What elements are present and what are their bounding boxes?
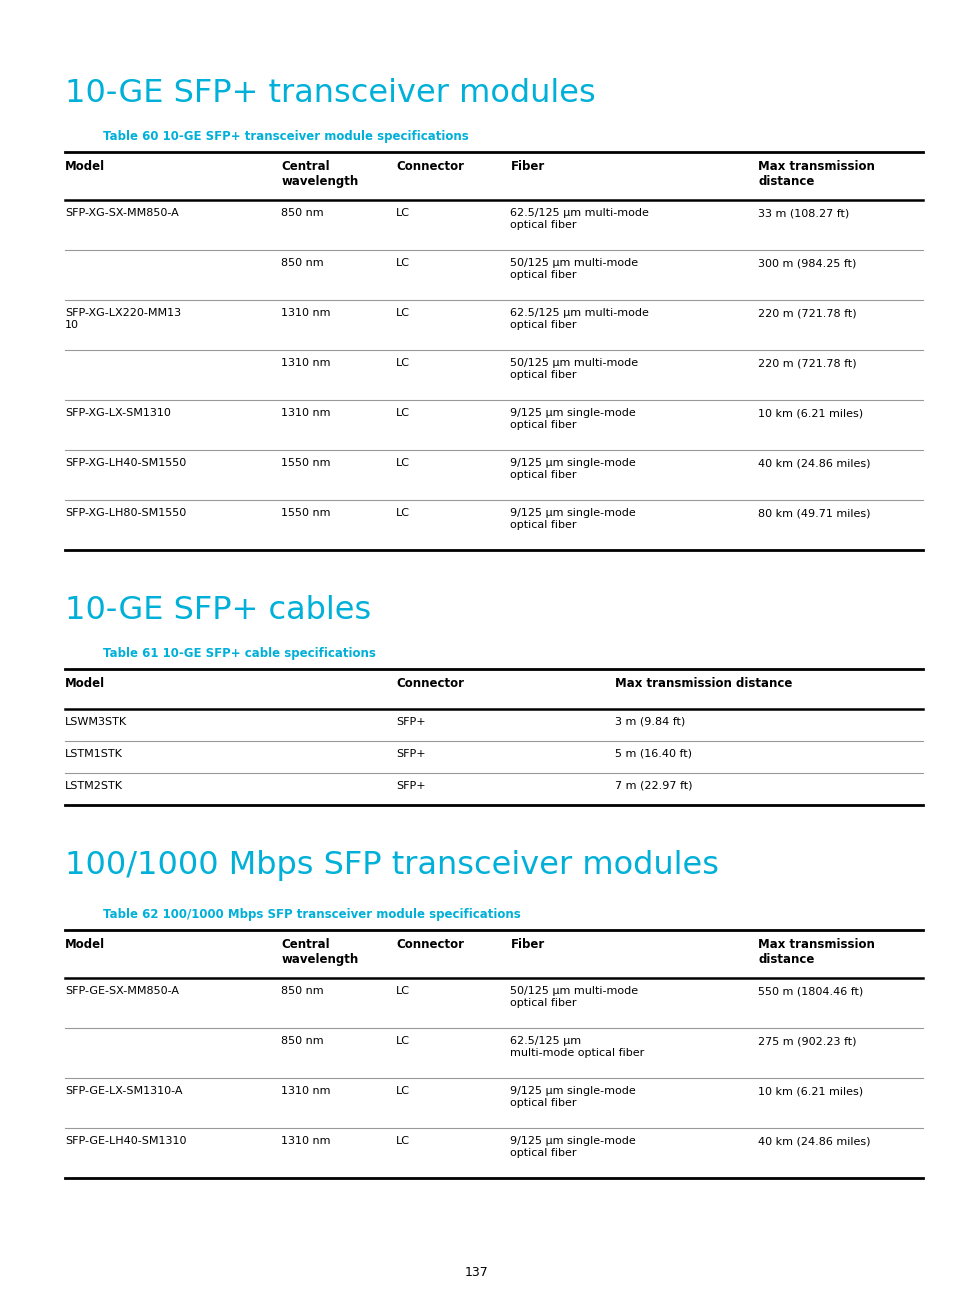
Text: 62.5/125 μm multi-mode
optical fiber: 62.5/125 μm multi-mode optical fiber <box>510 308 649 329</box>
Text: SFP+: SFP+ <box>395 781 425 791</box>
Text: 7 m (22.97 ft): 7 m (22.97 ft) <box>615 781 692 791</box>
Text: 1310 nm: 1310 nm <box>281 308 331 318</box>
Text: Connector: Connector <box>395 938 463 951</box>
Text: 50/125 μm multi-mode
optical fiber: 50/125 μm multi-mode optical fiber <box>510 986 638 1007</box>
Text: Table 61 10-GE SFP+ cable specifications: Table 61 10-GE SFP+ cable specifications <box>103 647 375 660</box>
Text: Fiber: Fiber <box>510 159 544 172</box>
Text: 40 km (24.86 miles): 40 km (24.86 miles) <box>758 457 870 468</box>
Text: 1310 nm: 1310 nm <box>281 1137 331 1146</box>
Text: 1550 nm: 1550 nm <box>281 508 331 518</box>
Text: 50/125 μm multi-mode
optical fiber: 50/125 μm multi-mode optical fiber <box>510 258 638 280</box>
Text: SFP-XG-LX220-MM13
10: SFP-XG-LX220-MM13 10 <box>65 308 181 329</box>
Text: 850 nm: 850 nm <box>281 1036 324 1046</box>
Text: 10-GE SFP+ transceiver modules: 10-GE SFP+ transceiver modules <box>65 78 595 109</box>
Text: 40 km (24.86 miles): 40 km (24.86 miles) <box>758 1137 870 1146</box>
Text: 3 m (9.84 ft): 3 m (9.84 ft) <box>615 717 685 727</box>
Text: Model: Model <box>65 159 105 172</box>
Text: Max transmission
distance: Max transmission distance <box>758 938 875 966</box>
Text: 9/125 μm single-mode
optical fiber: 9/125 μm single-mode optical fiber <box>510 1086 636 1108</box>
Text: 1310 nm: 1310 nm <box>281 408 331 419</box>
Text: LC: LC <box>395 358 410 368</box>
Text: LC: LC <box>395 207 410 218</box>
Text: 850 nm: 850 nm <box>281 207 324 218</box>
Text: 275 m (902.23 ft): 275 m (902.23 ft) <box>758 1036 856 1046</box>
Text: LC: LC <box>395 308 410 318</box>
Text: SFP+: SFP+ <box>395 717 425 727</box>
Text: 9/125 μm single-mode
optical fiber: 9/125 μm single-mode optical fiber <box>510 408 636 429</box>
Text: SFP-XG-LH40-SM1550: SFP-XG-LH40-SM1550 <box>65 457 186 468</box>
Text: Fiber: Fiber <box>510 938 544 951</box>
Text: LC: LC <box>395 1086 410 1096</box>
Text: 220 m (721.78 ft): 220 m (721.78 ft) <box>758 308 856 318</box>
Text: 10 km (6.21 miles): 10 km (6.21 miles) <box>758 1086 862 1096</box>
Text: LC: LC <box>395 258 410 268</box>
Text: Table 62 100/1000 Mbps SFP transceiver module specifications: Table 62 100/1000 Mbps SFP transceiver m… <box>103 908 520 921</box>
Text: LC: LC <box>395 508 410 518</box>
Text: Model: Model <box>65 677 105 689</box>
Text: Central
wavelength: Central wavelength <box>281 159 358 188</box>
Text: LC: LC <box>395 408 410 419</box>
Text: 1310 nm: 1310 nm <box>281 358 331 368</box>
Text: 62.5/125 μm multi-mode
optical fiber: 62.5/125 μm multi-mode optical fiber <box>510 207 649 229</box>
Text: 220 m (721.78 ft): 220 m (721.78 ft) <box>758 358 856 368</box>
Text: LC: LC <box>395 986 410 997</box>
Text: SFP+: SFP+ <box>395 749 425 759</box>
Text: 1310 nm: 1310 nm <box>281 1086 331 1096</box>
Text: 62.5/125 μm
multi-mode optical fiber: 62.5/125 μm multi-mode optical fiber <box>510 1036 644 1058</box>
Text: SFP-XG-LX-SM1310: SFP-XG-LX-SM1310 <box>65 408 171 419</box>
Text: LSTM1STK: LSTM1STK <box>65 749 123 759</box>
Text: LSTM2STK: LSTM2STK <box>65 781 123 791</box>
Text: 50/125 μm multi-mode
optical fiber: 50/125 μm multi-mode optical fiber <box>510 358 638 380</box>
Text: 5 m (16.40 ft): 5 m (16.40 ft) <box>615 749 692 759</box>
Text: Table 60 10-GE SFP+ transceiver module specifications: Table 60 10-GE SFP+ transceiver module s… <box>103 130 468 143</box>
Text: LSWM3STK: LSWM3STK <box>65 717 127 727</box>
Text: SFP-XG-LH80-SM1550: SFP-XG-LH80-SM1550 <box>65 508 186 518</box>
Text: LC: LC <box>395 1137 410 1146</box>
Text: 9/125 μm single-mode
optical fiber: 9/125 μm single-mode optical fiber <box>510 1137 636 1157</box>
Text: 33 m (108.27 ft): 33 m (108.27 ft) <box>758 207 849 218</box>
Text: LC: LC <box>395 1036 410 1046</box>
Text: 137: 137 <box>465 1266 488 1279</box>
Text: LC: LC <box>395 457 410 468</box>
Text: 300 m (984.25 ft): 300 m (984.25 ft) <box>758 258 856 268</box>
Text: 550 m (1804.46 ft): 550 m (1804.46 ft) <box>758 986 862 997</box>
Text: SFP-XG-SX-MM850-A: SFP-XG-SX-MM850-A <box>65 207 178 218</box>
Text: SFP-GE-LH40-SM1310: SFP-GE-LH40-SM1310 <box>65 1137 186 1146</box>
Text: 850 nm: 850 nm <box>281 986 324 997</box>
Text: Connector: Connector <box>395 677 463 689</box>
Text: 10 km (6.21 miles): 10 km (6.21 miles) <box>758 408 862 419</box>
Text: Max transmission
distance: Max transmission distance <box>758 159 875 188</box>
Text: Connector: Connector <box>395 159 463 172</box>
Text: SFP-GE-SX-MM850-A: SFP-GE-SX-MM850-A <box>65 986 178 997</box>
Text: 9/125 μm single-mode
optical fiber: 9/125 μm single-mode optical fiber <box>510 508 636 530</box>
Text: SFP-GE-LX-SM1310-A: SFP-GE-LX-SM1310-A <box>65 1086 182 1096</box>
Text: 100/1000 Mbps SFP transceiver modules: 100/1000 Mbps SFP transceiver modules <box>65 850 719 881</box>
Text: Central
wavelength: Central wavelength <box>281 938 358 966</box>
Text: 10-GE SFP+ cables: 10-GE SFP+ cables <box>65 595 371 626</box>
Text: Max transmission distance: Max transmission distance <box>615 677 792 689</box>
Text: 850 nm: 850 nm <box>281 258 324 268</box>
Text: 9/125 μm single-mode
optical fiber: 9/125 μm single-mode optical fiber <box>510 457 636 480</box>
Text: 80 km (49.71 miles): 80 km (49.71 miles) <box>758 508 870 518</box>
Text: 1550 nm: 1550 nm <box>281 457 331 468</box>
Text: Model: Model <box>65 938 105 951</box>
